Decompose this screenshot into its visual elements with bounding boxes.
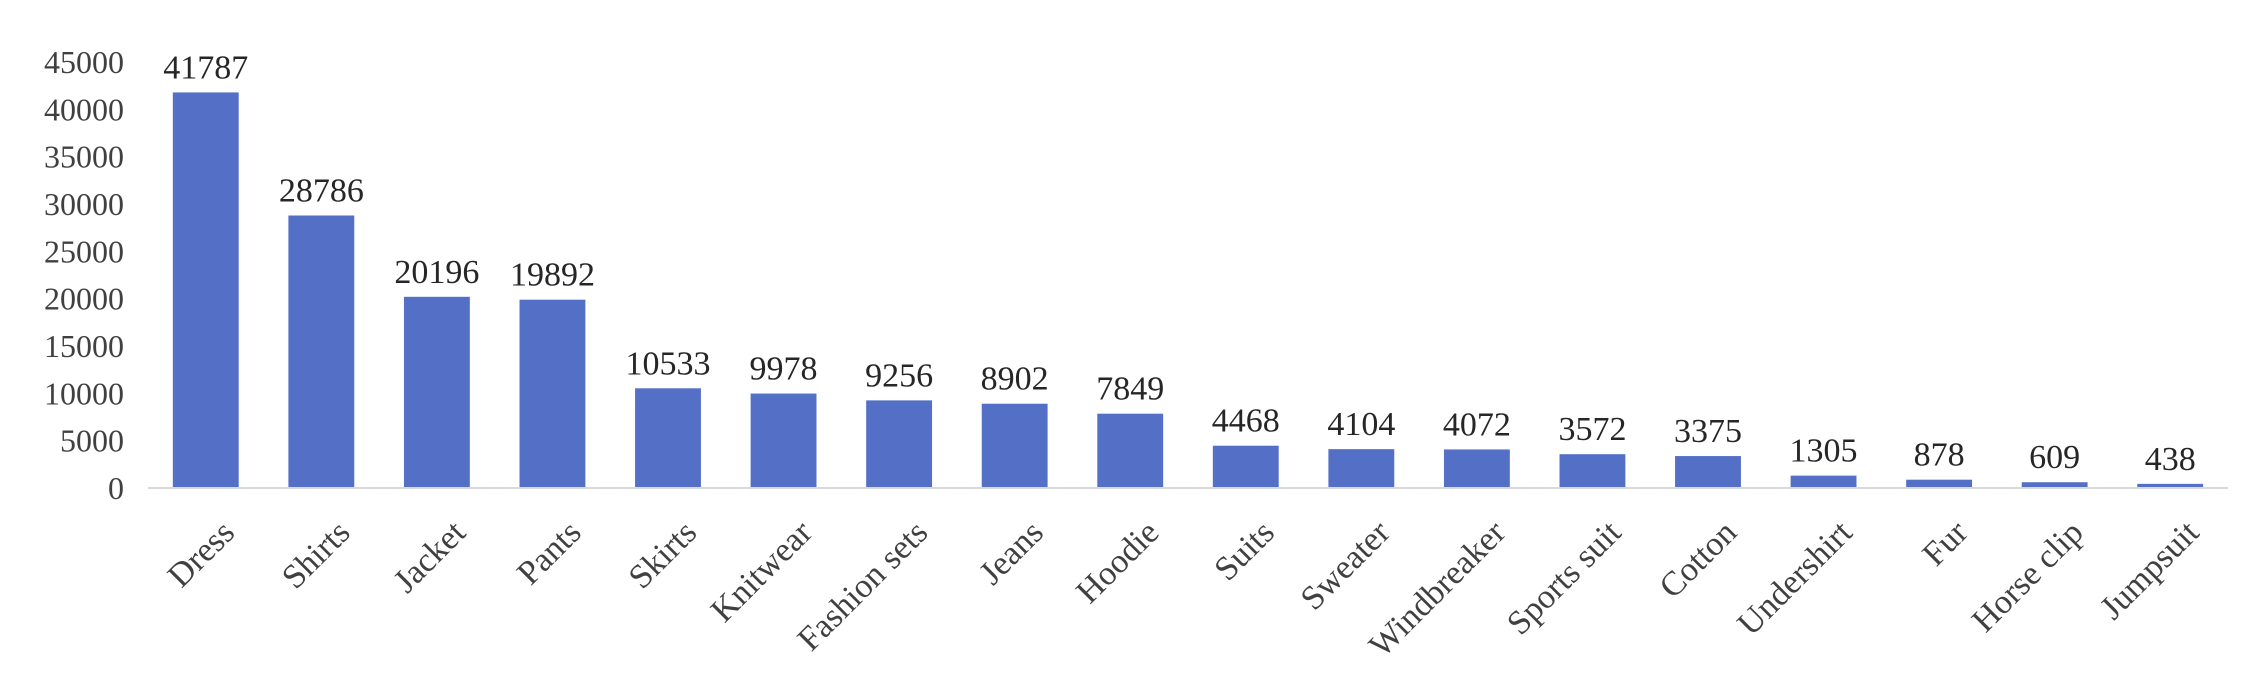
y-tick-label: 30000 [44, 186, 124, 222]
y-tick-label: 25000 [44, 233, 124, 269]
y-tick-label: 5000 [60, 423, 124, 459]
y-tick-label: 10000 [44, 375, 124, 411]
data-label: 4104 [1327, 406, 1395, 443]
x-tick-label: Jacket [387, 514, 474, 601]
x-tick-label: Suits [1208, 514, 1282, 588]
bar [750, 393, 817, 488]
bar [1443, 449, 1510, 488]
bar [1212, 445, 1279, 488]
y-axis: 0 5000 10000 15000 20000 25000 30000 35000 40000… [44, 44, 124, 506]
bar [1675, 456, 1741, 488]
bar [1559, 454, 1626, 488]
y-tick-label: 40000 [44, 91, 124, 127]
x-tick-label: Horse clip [1965, 514, 2091, 640]
bar [635, 388, 701, 488]
y-tick-label: 45000 [44, 44, 124, 80]
bar-group [172, 92, 2204, 489]
bar [1790, 475, 1857, 488]
data-label: 7849 [1096, 371, 1164, 408]
data-label: 4468 [1212, 403, 1280, 440]
x-tick-label: Jeans [972, 514, 1050, 592]
data-label: 878 [1914, 437, 1965, 474]
bar [2137, 483, 2204, 488]
x-tick-label: Hoodie [1069, 514, 1166, 611]
data-label: 19892 [510, 257, 595, 294]
x-tick-label: Cotton [1652, 514, 1744, 606]
data-label: 4072 [1443, 406, 1511, 443]
bar [519, 299, 586, 488]
bar [2021, 482, 2088, 488]
x-tick-label: Knitwear [704, 513, 820, 629]
y-tick-label: 0 [108, 470, 124, 506]
data-label: 28786 [279, 172, 364, 209]
x-tick-label: Shirts [275, 514, 357, 596]
data-label: 438 [2145, 441, 2196, 478]
x-tick-label: Undershirt [1731, 514, 1860, 643]
data-label: 9978 [750, 351, 818, 388]
y-tick-label: 20000 [44, 281, 124, 317]
y-tick-label: 15000 [44, 328, 124, 364]
data-label: 9256 [865, 357, 933, 394]
data-label: 1305 [1790, 433, 1858, 470]
data-label: 8902 [981, 361, 1049, 398]
bar [1906, 479, 1973, 488]
x-tick-label: Fur [1916, 513, 1976, 573]
x-tick-label: Skirts [622, 514, 704, 596]
data-label: 10533 [626, 345, 711, 382]
bar [1097, 413, 1164, 488]
bar [866, 400, 933, 488]
data-label: 20196 [394, 254, 479, 291]
x-tick-label: Pants [510, 514, 588, 592]
data-label: 609 [2029, 439, 2080, 476]
bar [288, 215, 355, 488]
bar [1328, 449, 1395, 488]
bar [403, 296, 470, 488]
bar [981, 403, 1048, 488]
x-tick-label: Sweater [1294, 513, 1398, 617]
data-label: 41787 [163, 49, 248, 86]
x-tick-label: Jumpsuit [2093, 514, 2206, 627]
bar [172, 92, 239, 489]
data-label: 3375 [1674, 413, 1742, 450]
y-tick-label: 35000 [44, 139, 124, 175]
x-axis: Dress Shirts Jacket Pants Skirts KnitwearFash… [161, 513, 2207, 664]
x-tick-label: Sports suit [1500, 514, 1629, 643]
data-label: 3572 [1558, 411, 1626, 448]
data-label-group: 41787 28786 20196 19892 10533 9978 9256 8902 784… [163, 49, 2195, 477]
x-tick-label: Dress [161, 514, 242, 595]
